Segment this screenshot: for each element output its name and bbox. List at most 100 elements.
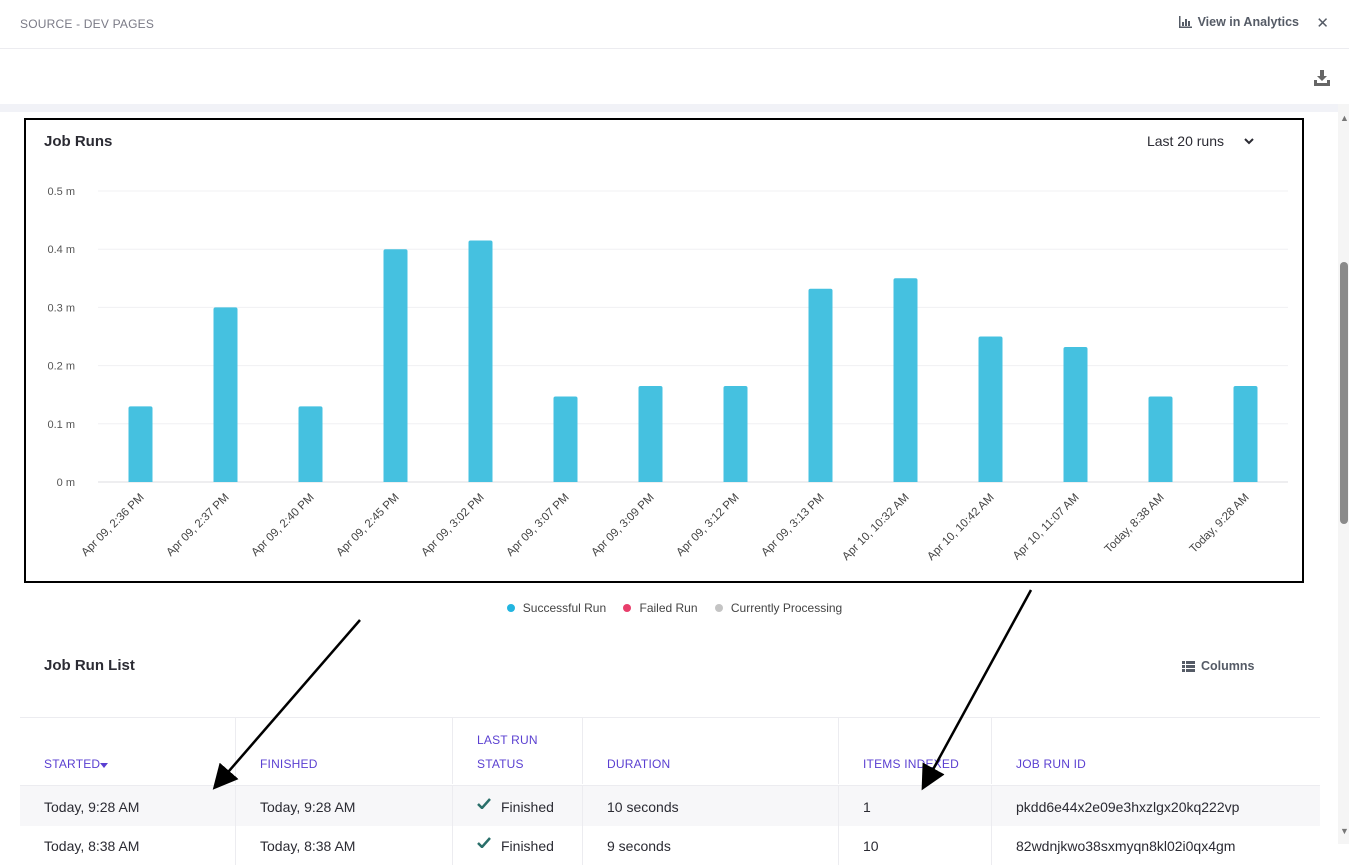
scrollbar-thumb[interactable] — [1340, 262, 1348, 524]
cell-finished: Today, 8:38 AM — [236, 825, 453, 865]
header-finished-label: FINISHED — [260, 757, 318, 771]
legend-item-failed[interactable]: Failed Run — [623, 601, 698, 615]
chart-bar[interactable] — [893, 278, 918, 482]
started-value: Today, 8:38 AM — [44, 838, 140, 854]
chart-bar[interactable] — [808, 288, 833, 482]
chart-bar[interactable] — [298, 406, 323, 482]
legend-label-successful: Successful Run — [522, 601, 607, 615]
table-row[interactable]: Today, 8:38 AM Today, 8:38 AM Finished 9… — [20, 825, 1320, 865]
status-value: Finished — [501, 838, 554, 854]
header-items-label: ITEMS INDEXED — [863, 757, 959, 771]
column-header-last-run-status[interactable]: LAST RUN STATUS — [453, 718, 583, 784]
chart-bar[interactable] — [723, 385, 748, 482]
cell-job-run-id: 82wdnjkwo38sxmyqn8kl02i0qx4gm — [992, 825, 1320, 865]
column-header-started[interactable]: STARTED — [20, 718, 236, 784]
column-header-finished[interactable]: FINISHED — [236, 718, 453, 784]
started-value: Today, 9:28 AM — [44, 799, 140, 815]
header-id-label: JOB RUN ID — [1016, 757, 1087, 771]
y-tick-label: 0.5 m — [47, 186, 75, 198]
runs-range-select[interactable]: Last 20 runs — [1147, 133, 1254, 149]
column-header-items-indexed[interactable]: ITEMS INDEXED — [839, 718, 992, 784]
cell-duration: 9 seconds — [583, 825, 839, 865]
chart-bar[interactable] — [383, 249, 408, 482]
cell-job-run-id: pkdd6e44x2e09e3hxzlgx20kq222vp — [992, 786, 1320, 826]
x-tick-label: Apr 10, 10:32 AM — [840, 492, 911, 563]
header-started-label: STARTED — [44, 757, 101, 771]
x-tick-label: Apr 09, 3:07 PM — [504, 492, 571, 559]
job-run-table: STARTED FINISHED LAST RUN STATUS DURATIO… — [20, 717, 1320, 865]
bar-chart-icon — [1178, 16, 1192, 28]
sort-desc-icon — [100, 763, 108, 768]
close-icon[interactable]: ✕ — [1316, 15, 1329, 32]
y-tick-label: 0 m — [57, 477, 75, 489]
x-tick-label: Apr 09, 2:40 PM — [249, 492, 316, 559]
cell-started: Today, 9:28 AM — [20, 786, 236, 826]
cell-items: 10 — [839, 825, 992, 865]
top-bar: SOURCE - DEV PAGES View in Analytics ✕ — [0, 0, 1349, 49]
scroll-up-icon[interactable]: ▲ — [1340, 113, 1349, 123]
chart-bar[interactable] — [638, 385, 663, 482]
job-runs-chart: 0 m 0.1 m 0.2 m 0.3 m 0.4 m 0.5 m Apr 09, 2:36… — [47, 186, 1288, 563]
y-tick-label: 0.4 m — [47, 244, 75, 256]
page-title: SOURCE - DEV PAGES — [20, 17, 155, 31]
chart-bar[interactable] — [1063, 346, 1088, 482]
chart-bar[interactable] — [553, 396, 578, 482]
cell-status: Finished — [453, 786, 583, 826]
list-icon — [1182, 660, 1195, 672]
columns-label: Columns — [1201, 659, 1255, 673]
cell-items: 1 — [839, 786, 992, 826]
chart-bar[interactable] — [1148, 396, 1173, 482]
table-row[interactable]: Today, 9:28 AM Today, 9:28 AM Finished 1… — [20, 785, 1320, 826]
chart-bar[interactable] — [1233, 385, 1258, 482]
column-header-job-run-id[interactable]: JOB RUN ID — [992, 718, 1320, 784]
cell-duration: 10 seconds — [583, 786, 839, 826]
header-last-run-label: LAST RUN — [477, 733, 538, 747]
legend-label-processing: Currently Processing — [730, 601, 843, 615]
column-header-duration[interactable]: DURATION — [583, 718, 839, 784]
chart-bar[interactable] — [213, 307, 238, 482]
y-tick-label: 0.3 m — [47, 302, 75, 314]
header-duration-label: DURATION — [607, 757, 671, 771]
x-tick-label: Apr 09, 3:12 PM — [674, 492, 741, 559]
legend-dot-failed — [623, 604, 632, 612]
chevron-down-icon — [1244, 137, 1254, 144]
runs-range-label: Last 20 runs — [1146, 133, 1224, 149]
columns-button[interactable]: Columns — [1182, 659, 1254, 673]
duration-value: 10 seconds — [607, 799, 679, 815]
legend-dot-processing — [714, 604, 723, 612]
view-in-analytics-button[interactable]: View in Analytics — [1178, 15, 1299, 29]
legend-label-failed: Failed Run — [639, 601, 698, 615]
cell-started: Today, 8:38 AM — [20, 825, 236, 865]
job-run-id-value[interactable]: pkdd6e44x2e09e3hxzlgx20kq222vp — [1016, 799, 1240, 815]
x-tick-label: Apr 09, 2:37 PM — [164, 492, 231, 559]
finished-value: Today, 9:28 AM — [260, 799, 356, 815]
items-value: 10 — [863, 838, 879, 854]
toolbar — [0, 49, 1349, 104]
legend-item-processing[interactable]: Currently Processing — [714, 601, 843, 615]
legend-dot-successful — [506, 604, 515, 612]
x-tick-label: Today, 8:38 AM — [1103, 492, 1167, 556]
cell-status: Finished — [453, 825, 583, 865]
chart-bar[interactable] — [128, 406, 153, 482]
header-status-label: STATUS — [477, 757, 524, 771]
job-run-list-title: Job Run List — [44, 657, 135, 674]
chart-bar[interactable] — [978, 336, 1003, 483]
items-value: 1 — [863, 799, 871, 815]
check-icon — [477, 798, 491, 809]
x-tick-label: Apr 09, 2:36 PM — [79, 492, 146, 559]
duration-value: 9 seconds — [607, 838, 671, 854]
y-tick-label: 0.2 m — [47, 361, 75, 373]
scroll-down-icon[interactable]: ▼ — [1340, 826, 1349, 836]
view-in-analytics-label: View in Analytics — [1197, 15, 1299, 29]
cell-finished: Today, 9:28 AM — [236, 786, 453, 826]
legend-item-successful[interactable]: Successful Run — [506, 601, 607, 615]
section-divider — [0, 104, 1338, 112]
x-tick-label: Today, 9:28 AM — [1188, 492, 1252, 556]
x-tick-label: Apr 10, 11:07 AM — [1011, 492, 1082, 563]
job-run-id-value[interactable]: 82wdnjkwo38sxmyqn8kl02i0qx4gm — [1016, 838, 1236, 854]
status-value: Finished — [501, 799, 554, 815]
chart-bar[interactable] — [468, 240, 493, 482]
download-icon[interactable] — [1313, 69, 1331, 87]
finished-value: Today, 8:38 AM — [260, 838, 356, 854]
x-tick-label: Apr 09, 3:09 PM — [589, 492, 656, 559]
